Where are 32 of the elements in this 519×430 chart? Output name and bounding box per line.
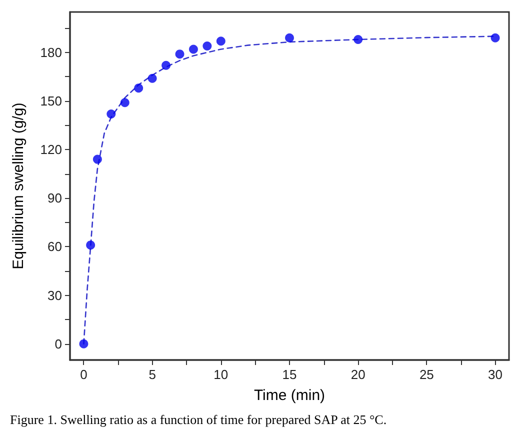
y-axis-title: Equilibrium swelling (g/g): [10, 102, 27, 270]
point: [188, 44, 198, 54]
point: [354, 35, 363, 44]
point: [490, 33, 500, 42]
y-tick-label: 120: [40, 142, 62, 158]
point: [79, 339, 88, 348]
point: [216, 36, 226, 46]
x-tick-label: 15: [282, 367, 297, 382]
y-tick-label: 180: [40, 44, 62, 60]
y-tick-label: 90: [48, 190, 62, 206]
x-tick-label: 10: [214, 367, 228, 382]
point: [202, 41, 212, 50]
x-axis-title: Time (min): [254, 387, 326, 404]
y-tick-label: 60: [48, 239, 62, 254]
point: [106, 109, 116, 118]
point: [92, 154, 102, 164]
point: [120, 98, 130, 108]
y-tick-label: 0: [54, 336, 62, 352]
point: [175, 50, 184, 59]
x-tick-label: 20: [350, 367, 366, 382]
y-tick-label: 30: [48, 288, 62, 303]
point: [134, 84, 144, 93]
x-tick-label: 0: [80, 367, 88, 382]
point: [162, 60, 171, 70]
caption: Figure 1. Swelling ratio as a function of time for prepared SAP at 25 °C.: [10, 412, 387, 427]
x-tick-label: 30: [488, 367, 503, 382]
y-tick-label: 150: [40, 94, 62, 109]
point: [285, 33, 294, 42]
x-tick-label: 25: [419, 367, 434, 382]
x-tick-label: 5: [148, 367, 156, 382]
point: [148, 74, 157, 83]
point: [86, 240, 96, 250]
